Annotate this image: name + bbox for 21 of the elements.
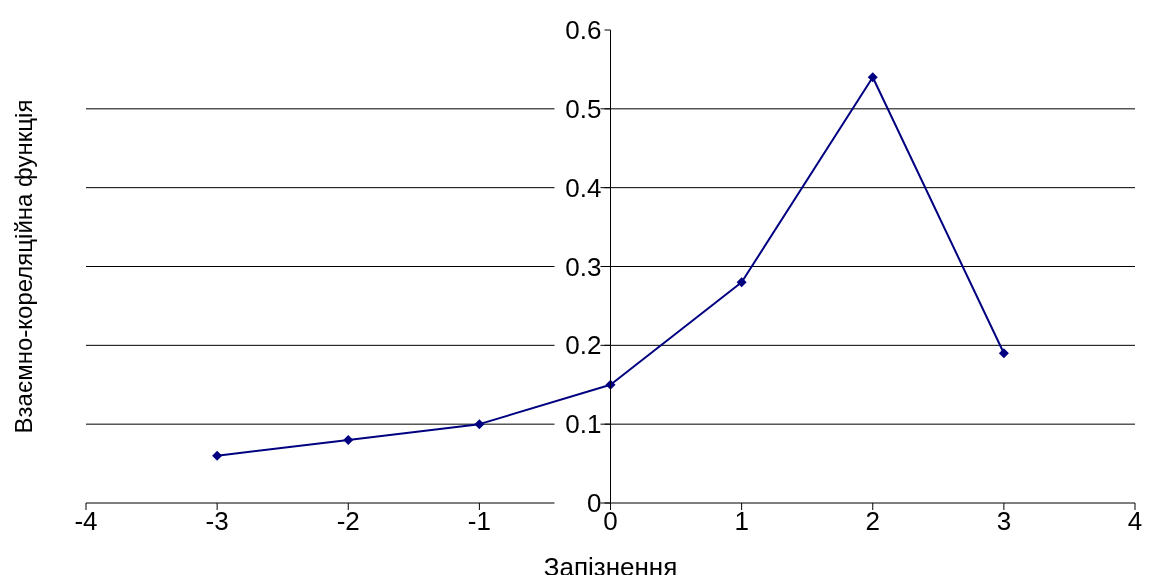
x-tick-label: -1 bbox=[467, 506, 491, 537]
y-tick-label: 0.4 bbox=[565, 172, 602, 203]
x-tick-label: 1 bbox=[734, 506, 749, 537]
y-tick-label: 0.1 bbox=[565, 409, 602, 440]
x-tick-label: -2 bbox=[336, 506, 360, 537]
y-tick-label: 0.6 bbox=[565, 15, 602, 46]
point bbox=[998, 348, 1009, 359]
x-tick-label: 3 bbox=[996, 506, 1012, 537]
x-tick-label: 4 bbox=[1127, 506, 1143, 537]
x-tick-label: -4 bbox=[74, 506, 98, 537]
point bbox=[736, 277, 747, 288]
y-tick-label: 0.2 bbox=[565, 330, 602, 361]
x-tick-label: -3 bbox=[205, 506, 229, 537]
y-tick-label: 0.5 bbox=[565, 93, 602, 124]
point bbox=[212, 450, 223, 461]
point bbox=[474, 419, 485, 430]
x-tick-label: 2 bbox=[865, 506, 880, 537]
y-axis-title: Взаємно-кореляційна функція bbox=[9, 99, 37, 434]
point bbox=[867, 72, 878, 83]
y-tick-label: 0.3 bbox=[565, 251, 602, 282]
point bbox=[343, 434, 354, 445]
